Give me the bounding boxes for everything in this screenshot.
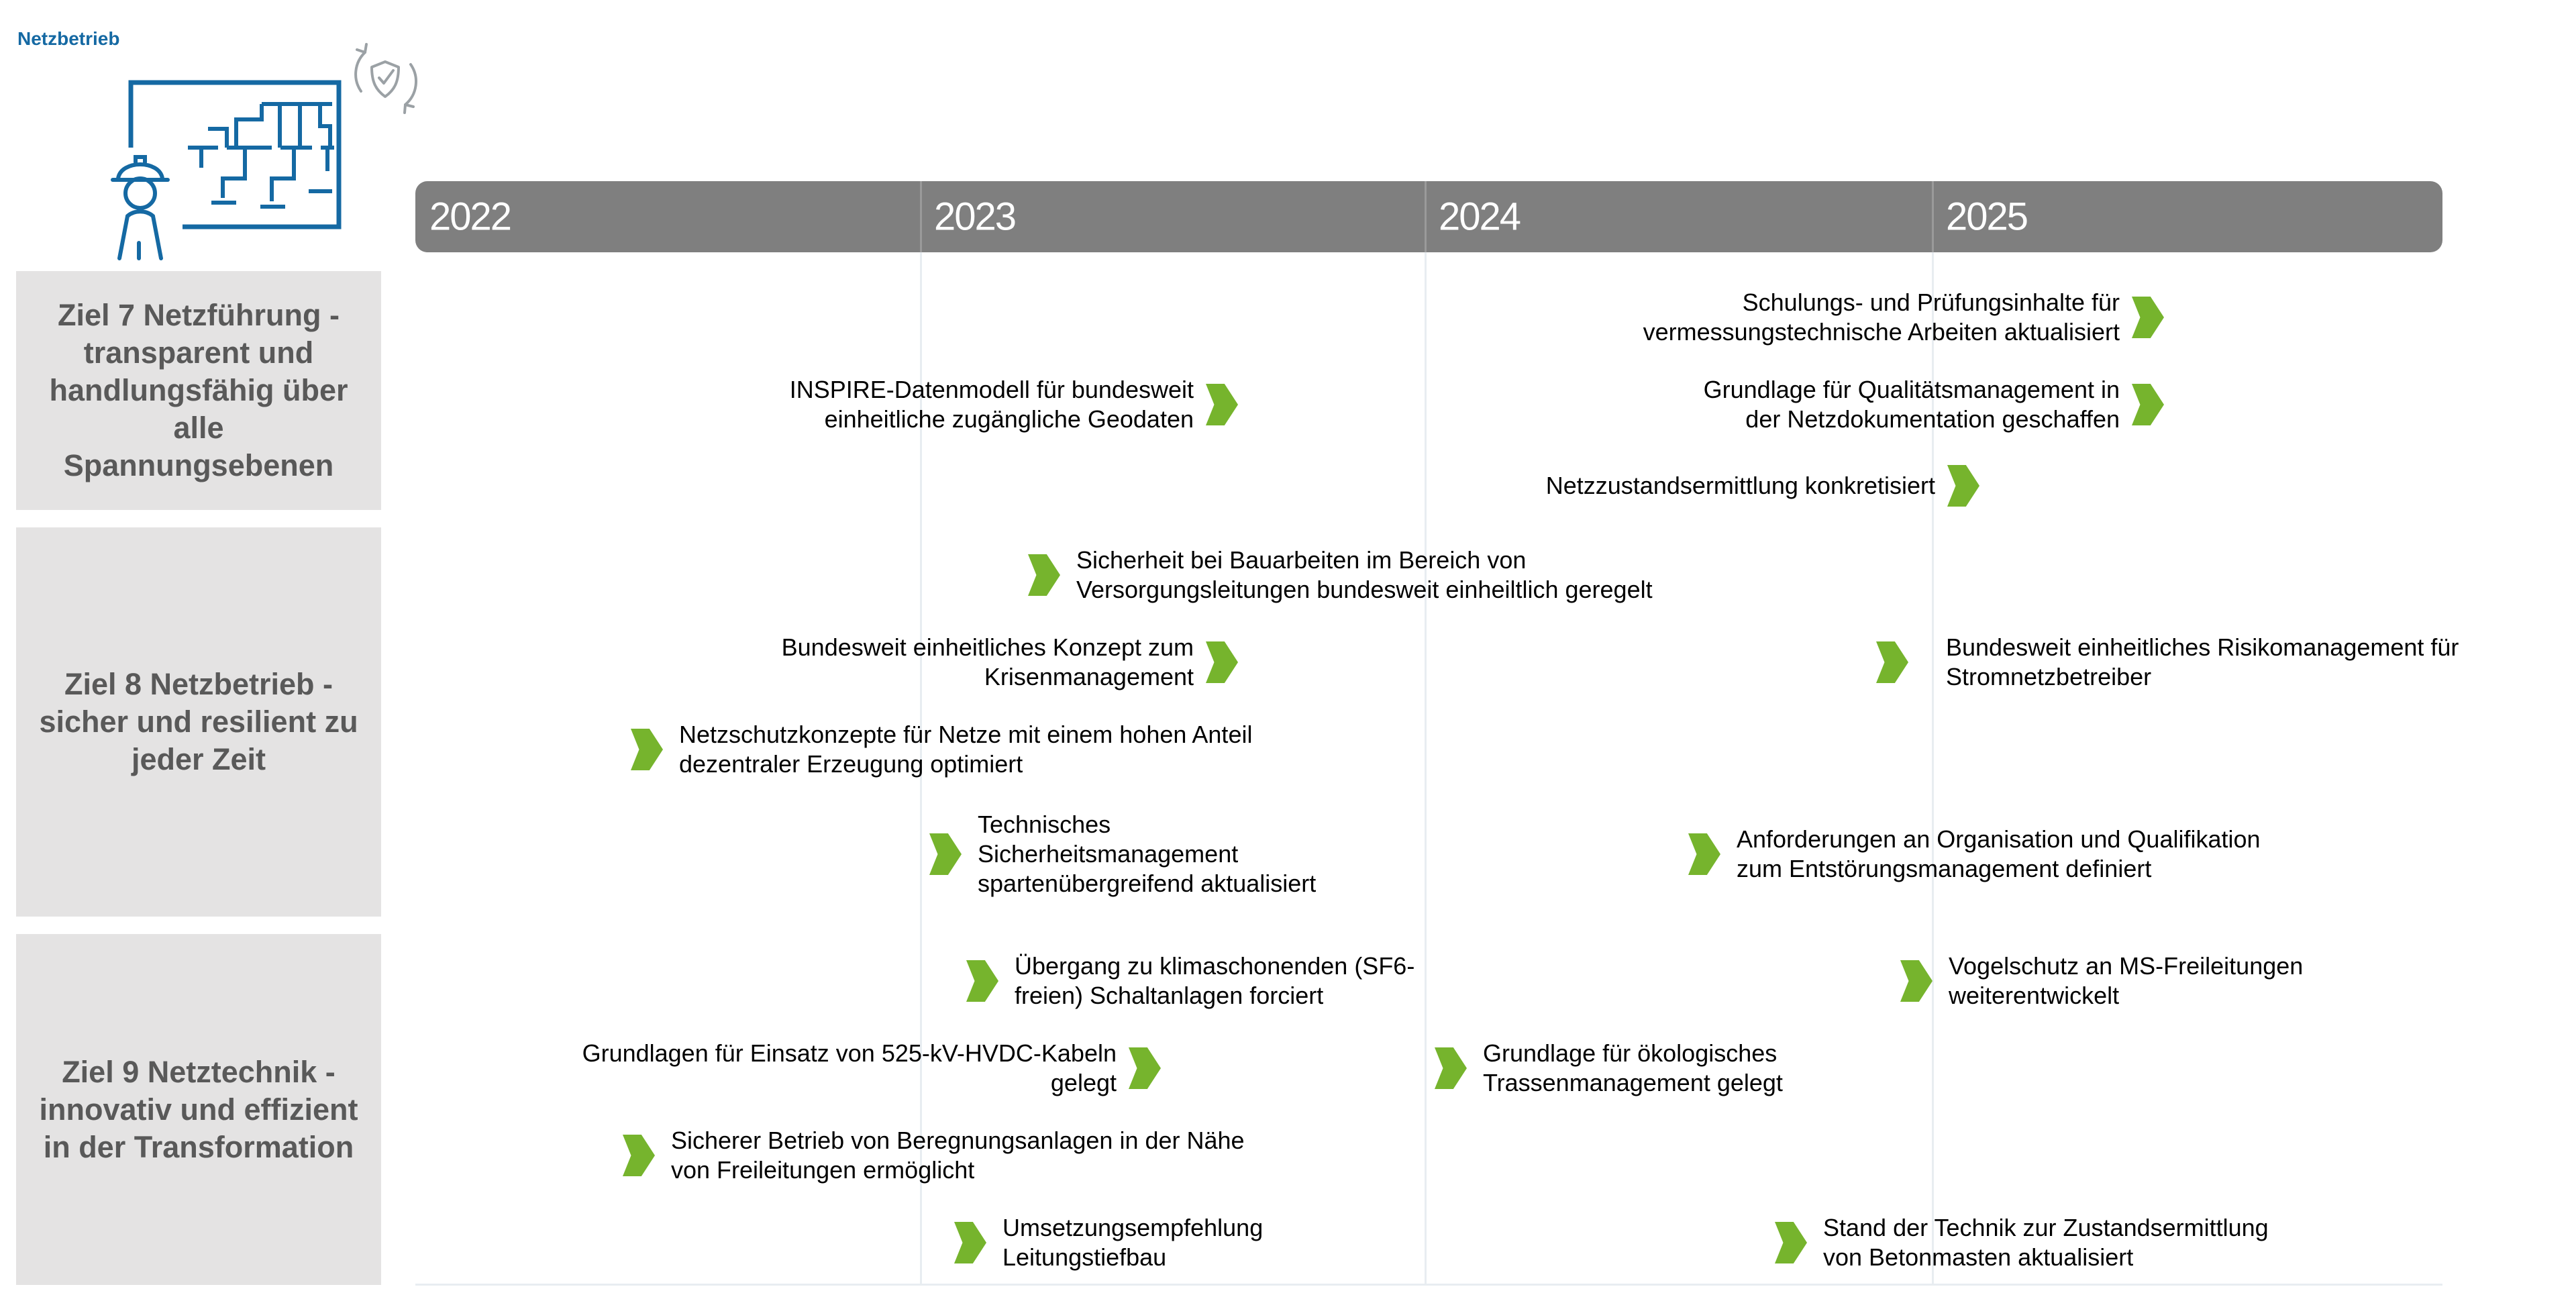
milestone-text: Technisches Sicherheitsmanagement sparte…: [978, 811, 1317, 897]
milestone-text: Grundlage für ökologisches Trassenmanage…: [1483, 1039, 1783, 1096]
chevron-right-icon: [966, 960, 998, 1002]
milestone: Bundesweit einheitliches Risikomanagemen…: [1876, 633, 2574, 692]
milestone-text: Netzzustandsermittlung konkretisiert: [1545, 472, 1935, 499]
milestone-text: Anforderungen an Organisation und Qualif…: [1737, 825, 2261, 882]
chevron-right-icon: [623, 1135, 655, 1176]
milestone: Technisches Sicherheitsmanagement sparte…: [929, 810, 1533, 898]
milestone-text: Bundesweit einheitliches Risikomanagemen…: [1946, 633, 2459, 690]
milestone-text: Grundlagen für Einsatz von 525-kV-HVDC-K…: [582, 1039, 1117, 1096]
milestone-text: Vogelschutz an MS-Freileitungen weiteren…: [1949, 952, 2304, 1009]
milestone: Schulungs- und Prüfungsinhalte für verme…: [1443, 288, 2164, 347]
shield-refresh-icon: [354, 43, 417, 114]
chevron-right-icon: [929, 833, 962, 875]
milestone: Anforderungen an Organisation und Qualif…: [1688, 825, 2561, 884]
goal-box-ziel8: Ziel 8 Netzbetrieb - sicher und resilien…: [16, 527, 381, 917]
milestone: INSPIRE-Datenmodell für bundesweit einhe…: [604, 375, 1238, 434]
chevron-right-icon: [1947, 465, 1979, 507]
chevron-right-icon: [1435, 1047, 1467, 1089]
year-label-2022: 2022: [429, 195, 512, 239]
goal-box-ziel9: Ziel 9 Netztechnik - innovativ und effiz…: [16, 934, 381, 1285]
gridline-2023: [920, 252, 922, 1284]
milestone: Grundlage für ökologisches Trassenmanage…: [1435, 1039, 2039, 1098]
chevron-right-icon: [1206, 641, 1238, 683]
chevron-right-icon: [1688, 833, 1720, 875]
gridline-2024: [1425, 252, 1427, 1284]
year-label-2023: 2023: [934, 195, 1017, 239]
milestone: Grundlage für Qualitätsmanagement in der…: [1443, 375, 2164, 434]
milestone: Netzzustandsermittlung konkretisiert: [1275, 465, 1979, 507]
chevron-right-icon: [1028, 554, 1060, 596]
milestone-text: Übergang zu klimaschonenden (SF6- freien…: [1015, 952, 1415, 1009]
year-bar-divider: [1932, 181, 1934, 252]
chevron-right-icon: [1129, 1047, 1161, 1089]
year-label-2024: 2024: [1439, 195, 1521, 239]
milestone: Grundlagen für Einsatz von 525-kV-HVDC-K…: [429, 1039, 1161, 1098]
milestone: Vogelschutz an MS-Freileitungen weiteren…: [1900, 951, 2571, 1011]
milestone-text: Schulungs- und Prüfungsinhalte für verme…: [1643, 289, 2120, 346]
gridline-2025: [1932, 252, 1934, 1284]
chevron-right-icon: [1775, 1222, 1807, 1263]
milestone-text: Bundesweit einheitliches Konzept zum Kri…: [781, 633, 1194, 690]
timeline-year-bar: 2022 2023 2024 2025: [415, 181, 2442, 252]
milestone-text: Stand der Technik zur Zustandsermittlung…: [1823, 1214, 2269, 1271]
milestone-text: Umsetzungsempfehlung Leitungstiefbau: [1002, 1214, 1264, 1271]
milestone: Sicherheit bei Bauarbeiten im Bereich vo…: [1028, 546, 2034, 605]
chevron-right-icon: [2132, 297, 2164, 338]
milestone: Übergang zu klimaschonenden (SF6- freien…: [966, 951, 1637, 1011]
milestone: Umsetzungsempfehlung Leitungstiefbau: [954, 1213, 1424, 1272]
milestone-text: Sicherheit bei Bauarbeiten im Bereich vo…: [1076, 546, 1653, 603]
gridline-bottom: [415, 1284, 2442, 1286]
year-label-2025: 2025: [1946, 195, 2028, 239]
chevron-right-icon: [2132, 384, 2164, 425]
page-title: Netzbetrieb: [17, 28, 120, 49]
milestone: Bundesweit einheitliches Konzept zum Kri…: [604, 633, 1238, 692]
year-bar-divider: [920, 181, 922, 252]
chevron-right-icon: [1900, 960, 1933, 1002]
goal-box-ziel7: Ziel 7 Netzführung - transparent und han…: [16, 271, 381, 510]
milestone: Stand der Technik zur Zustandsermittlung…: [1775, 1213, 2513, 1272]
milestone-text: Netzschutzkonzepte für Netze mit einem h…: [679, 721, 1253, 778]
milestone: Sicherer Betrieb von Beregnungsanlagen i…: [623, 1126, 1562, 1185]
year-bar-divider: [1425, 181, 1427, 252]
milestone-text: Grundlage für Qualitätsmanagement in der…: [1703, 376, 2120, 433]
chevron-right-icon: [1206, 384, 1238, 425]
milestone: Netzschutzkonzepte für Netze mit einem h…: [631, 720, 1503, 779]
chevron-right-icon: [631, 729, 663, 770]
milestone-text: INSPIRE-Datenmodell für bundesweit einhe…: [789, 376, 1194, 433]
network-planning-icon: [111, 80, 342, 260]
chevron-right-icon: [1876, 641, 1908, 683]
chevron-right-icon: [954, 1222, 986, 1263]
milestone-text: Sicherer Betrieb von Beregnungsanlagen i…: [671, 1127, 1245, 1184]
